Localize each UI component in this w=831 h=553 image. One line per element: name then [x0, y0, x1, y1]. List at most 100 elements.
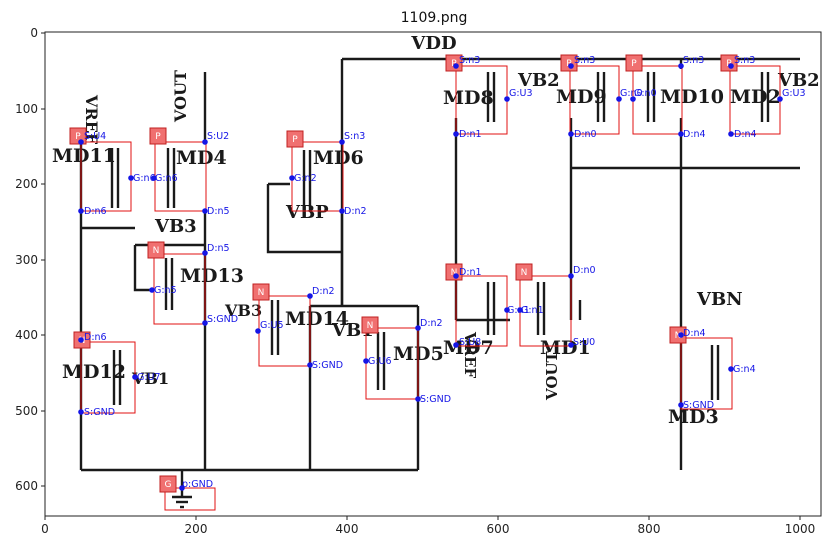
- net-label-vout-bottom: VOUT: [543, 350, 561, 401]
- net-label-vref: VREF: [82, 94, 101, 145]
- terminal-dot: [616, 96, 622, 102]
- device-label-md6: MD6: [313, 147, 364, 169]
- terminal-dot: [307, 293, 313, 299]
- device-label-md14: MD14: [285, 308, 349, 330]
- terminal-label: D:n1: [459, 267, 482, 278]
- terminal-dot: [289, 175, 295, 181]
- terminal-dot: [363, 358, 369, 364]
- terminal-dot: [78, 409, 84, 415]
- terminal-dot: [151, 175, 157, 181]
- device-label-md12: MD12: [62, 361, 126, 383]
- device-label-md3: MD3: [668, 406, 719, 428]
- device-type-tag: [252, 283, 270, 301]
- terminal-dot: [202, 250, 208, 256]
- terminal-dot: [568, 273, 574, 279]
- terminal-label: G:n0: [634, 88, 657, 99]
- terminal-dot: [568, 63, 574, 69]
- terminal-label: D:n4: [734, 129, 757, 140]
- terminal-label: S:n3: [683, 55, 704, 66]
- terminal-label: S:n3: [574, 55, 595, 66]
- net-label-vout: VOUT: [171, 70, 190, 123]
- net-label-vdd: VDD: [410, 33, 456, 54]
- terminal-dot: [453, 342, 459, 348]
- net-label-vb3-md14: VB3: [224, 301, 262, 320]
- device-md11: P S:U4 G:n6 D:n6: [69, 127, 156, 217]
- terminal-dot: [339, 139, 345, 145]
- terminal-label: G:n1: [521, 305, 544, 316]
- terminal-label: S:U8: [459, 337, 481, 348]
- device-label-md13: MD13: [180, 265, 244, 287]
- y-tick-label: 200: [15, 177, 38, 191]
- device-type-tag: [147, 241, 165, 259]
- device-type-label: N: [451, 268, 458, 278]
- terminal-label: D:n4: [683, 328, 706, 339]
- terminal-label: D:n2: [344, 206, 367, 217]
- terminal-dot: [568, 342, 574, 348]
- device-type-tag: [159, 475, 177, 493]
- net-label-vb3: VB3: [154, 216, 197, 237]
- terminal-label: G:n6: [155, 173, 178, 184]
- terminal-label: S:n3: [734, 55, 755, 66]
- terminal-dot: [415, 396, 421, 402]
- terminal-dot: [307, 362, 313, 368]
- terminal-dot: [149, 287, 155, 293]
- terminal-label: D:n0: [573, 265, 596, 276]
- terminal-label: S:U2: [207, 131, 229, 142]
- device-type-label: N: [675, 331, 682, 341]
- terminal-dot: [202, 320, 208, 326]
- terminal-dot: [179, 485, 185, 491]
- y-axis: 0 100 200 300 400 500 600: [15, 26, 45, 493]
- terminal-label: G:n0: [620, 88, 643, 99]
- figure-title: 1109.png: [401, 10, 468, 26]
- device-md9: P S:n3 G:n0 D:n0: [560, 54, 643, 140]
- terminal-dot: [78, 208, 84, 214]
- terminal-label: G:U6: [368, 356, 392, 367]
- device-type-tag: [669, 326, 687, 344]
- device-label-md11: MD11: [52, 145, 116, 167]
- terminal-label: S:U0: [573, 337, 595, 348]
- terminal-label: D:n2: [312, 286, 335, 297]
- terminal-label: S:GND: [420, 394, 451, 405]
- terminal-label: S:GND: [312, 360, 343, 371]
- terminal-dot: [728, 131, 734, 137]
- device-md2: P S:n3 G:U3 D:n4: [720, 54, 806, 140]
- device-label-md9: MD9: [556, 86, 607, 108]
- terminal-dot: [568, 131, 574, 137]
- terminal-dot: [728, 366, 734, 372]
- terminal-label: S:GND: [207, 314, 238, 325]
- terminal-dot: [78, 139, 84, 145]
- terminal-label: G:n5: [154, 285, 177, 296]
- device-labels: MD11 MD4 MD6 MD13 MD14 MD5 MD12 MD8 MD9 …: [52, 86, 781, 428]
- terminal-dot: [517, 307, 523, 313]
- terminal-dot: [415, 325, 421, 331]
- plot-frame: [44, 31, 822, 517]
- terminal-dot: [202, 139, 208, 145]
- terminal-label: G:U3: [509, 88, 533, 99]
- x-axis: 0 200 400 600 800 1000: [41, 516, 815, 536]
- device-type-label: P: [75, 132, 81, 142]
- device-type-label: P: [292, 135, 298, 145]
- device-md6: P S:n3 G:n2 D:n2: [286, 130, 367, 217]
- terminal-label: S:GND: [683, 400, 714, 411]
- x-tick-label: 800: [638, 522, 661, 536]
- device-md5: N D:n2 G:U6 S:GND: [361, 316, 451, 405]
- device-type-label: P: [631, 59, 637, 69]
- terminal-label: G:n4: [733, 364, 756, 375]
- net-labels: VDD VREF VOUT VB3 VBP VB2 VB2 VB3 VB1 VB…: [82, 33, 820, 401]
- x-tick-label: 400: [336, 522, 359, 536]
- y-tick-label: 600: [15, 479, 38, 493]
- device-type-label: P: [155, 132, 161, 142]
- device-label-md10: MD10: [660, 86, 724, 108]
- terminal-dot: [132, 374, 138, 380]
- terminal-label: S:U4: [84, 131, 106, 142]
- terminal-label: G:U7: [137, 372, 161, 383]
- terminal-label: D:n4: [683, 129, 706, 140]
- net-label-vb2: VB2: [517, 70, 560, 91]
- y-tick-label: 400: [15, 328, 38, 342]
- terminal-label: S:n3: [459, 55, 480, 66]
- device-md13: N D:n5 G:n5 S:GND: [147, 241, 238, 326]
- x-tick-label: 200: [185, 522, 208, 536]
- device-type-label: N: [521, 268, 528, 278]
- terminal-dot: [453, 273, 459, 279]
